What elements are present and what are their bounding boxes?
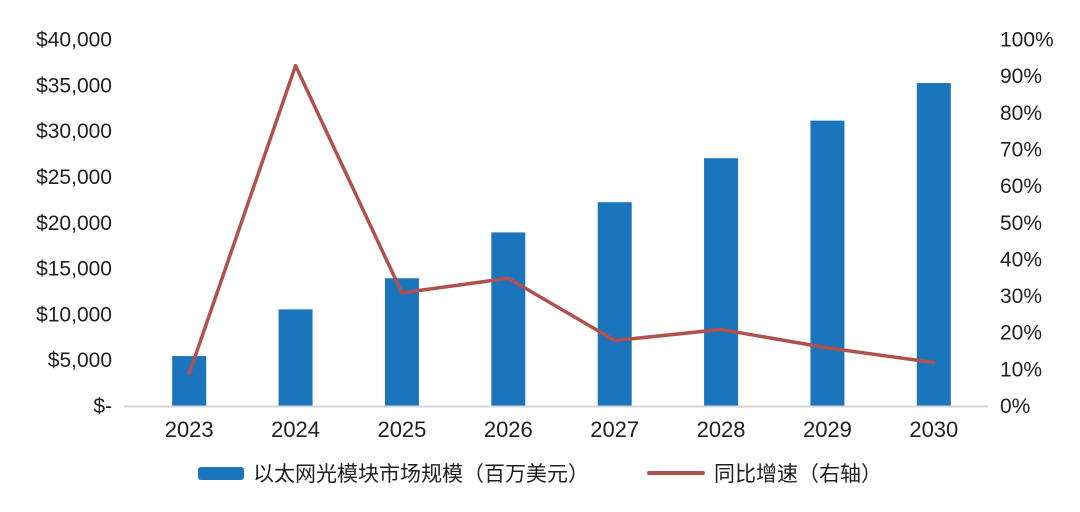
right-axis-tick: 80% bbox=[1000, 102, 1042, 125]
x-axis-label-2023: 2023 bbox=[165, 417, 214, 442]
line-series-swatch-icon bbox=[647, 471, 705, 475]
right-axis-tick: 70% bbox=[1000, 138, 1042, 161]
bar-series-swatch-icon bbox=[198, 466, 244, 480]
line-series-label: 同比增速（右轴） bbox=[714, 463, 882, 486]
bar-2025 bbox=[384, 278, 419, 407]
bar-series-label: 以太网光模块市场规模（百万美元） bbox=[253, 463, 589, 486]
x-axis-label-2030: 2030 bbox=[909, 417, 958, 442]
right-axis-tick: 60% bbox=[1000, 175, 1042, 198]
left-axis-tick: $- bbox=[93, 395, 112, 418]
right-axis-tick: 0% bbox=[1000, 395, 1030, 418]
x-axis-label-2024: 2024 bbox=[271, 417, 320, 442]
bar-2028 bbox=[704, 158, 739, 407]
chart-legend: 以太网光模块市场规模（百万美元） 同比增速（右轴） bbox=[0, 458, 1080, 488]
left-axis-tick: $40,000 bbox=[36, 29, 112, 52]
left-axis-tick: $30,000 bbox=[36, 120, 112, 143]
right-axis-tick: 10% bbox=[1000, 358, 1042, 381]
bar-2024 bbox=[278, 309, 313, 407]
left-axis-tick: $5,000 bbox=[48, 349, 112, 372]
bar-2029 bbox=[810, 120, 845, 407]
bar-2030 bbox=[916, 83, 951, 407]
left-axis-tick: $10,000 bbox=[36, 303, 112, 326]
legend-item-growth: 同比增速（右轴） bbox=[647, 458, 882, 488]
bar-2027 bbox=[597, 202, 632, 407]
x-axis-label-2025: 2025 bbox=[377, 417, 426, 442]
legend-item-market-size: 以太网光模块市场规模（百万美元） bbox=[198, 458, 589, 488]
bar-2026 bbox=[491, 232, 526, 407]
left-axis-tick: $35,000 bbox=[36, 74, 112, 97]
growth-line bbox=[187, 63, 936, 376]
left-axis-tick: $25,000 bbox=[36, 166, 112, 189]
x-axis-label-2028: 2028 bbox=[697, 417, 746, 442]
x-axis-label-2026: 2026 bbox=[484, 417, 533, 442]
bar-2023 bbox=[172, 356, 207, 407]
x-axis-label-2027: 2027 bbox=[590, 417, 639, 442]
right-axis-tick: 30% bbox=[1000, 285, 1042, 308]
right-axis-tick: 20% bbox=[1000, 322, 1042, 345]
right-axis-tick: 50% bbox=[1000, 212, 1042, 235]
left-axis-tick: $20,000 bbox=[36, 212, 112, 235]
right-axis-tick: 40% bbox=[1000, 248, 1042, 271]
right-axis-tick: 100% bbox=[1000, 29, 1054, 52]
x-axis-label-2029: 2029 bbox=[803, 417, 852, 442]
combo-chart: $- $5,000 $10,000 $15,000 $20,000 $25,000 $30,… bbox=[36, 29, 1054, 443]
left-axis-tick: $15,000 bbox=[36, 258, 112, 281]
right-axis-tick: 90% bbox=[1000, 65, 1042, 88]
